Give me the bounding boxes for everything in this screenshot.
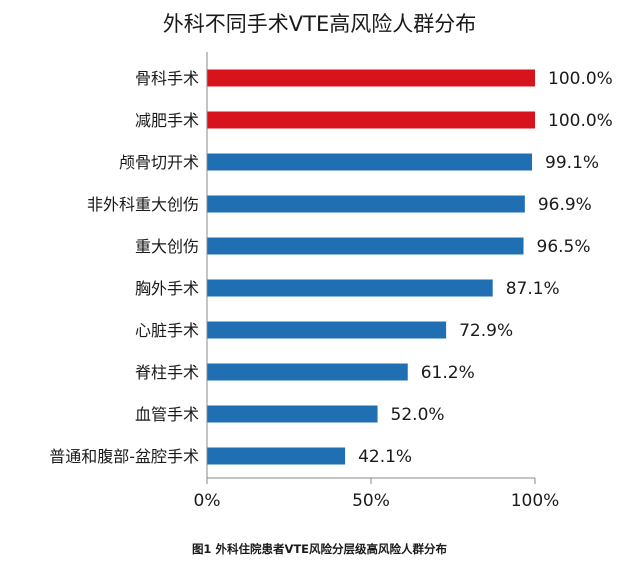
- bar: [207, 111, 535, 129]
- bar: [207, 195, 525, 213]
- category-label: 脊柱手术: [135, 363, 199, 382]
- bar: [207, 237, 524, 255]
- category-label: 减肥手术: [135, 111, 199, 130]
- category-label: 非外科重大创伤: [87, 195, 199, 214]
- x-tick-label: 50%: [352, 491, 390, 511]
- category-label: 血管手术: [135, 405, 199, 424]
- figure-caption: 图1 外科住院患者VTE风险分层级高风险人群分布: [191, 542, 448, 556]
- value-label: 100.0%: [548, 111, 613, 131]
- bar: [207, 321, 447, 339]
- x-tick-label: 100%: [511, 491, 560, 511]
- x-tick-label: 0%: [194, 491, 221, 511]
- bars-layer: [207, 69, 535, 465]
- bar: [207, 153, 533, 171]
- bar: [207, 363, 408, 381]
- bar: [207, 405, 378, 423]
- category-label: 颅骨切开术: [119, 153, 199, 172]
- value-label: 100.0%: [548, 69, 613, 89]
- category-label: 重大创伤: [135, 237, 199, 256]
- value-label: 87.1%: [506, 279, 560, 299]
- value-label: 42.1%: [358, 447, 412, 467]
- value-label: 99.1%: [545, 153, 599, 173]
- value-label: 72.9%: [459, 321, 513, 341]
- category-label: 普通和腹部-盆腔手术: [49, 447, 199, 466]
- bar: [207, 69, 535, 87]
- category-label: 胸外手术: [135, 279, 199, 298]
- bar: [207, 447, 346, 465]
- value-label: 61.2%: [421, 363, 475, 383]
- chart-title: 外科不同手术VTE高风险人群分布: [162, 12, 477, 36]
- category-label: 心脏手术: [135, 321, 199, 340]
- labels-layer: 骨科手术 100.0% 减肥手术 100.0% 颅骨切开术 99.1% 非外科重大创伤 96.…: [49, 69, 613, 467]
- bar: [207, 279, 493, 297]
- value-label: 96.5%: [537, 237, 591, 257]
- value-label: 52.0%: [391, 405, 445, 425]
- value-label: 96.9%: [538, 195, 592, 215]
- category-label: 骨科手术: [135, 69, 199, 88]
- axis-layer: 0% 50% 100%: [194, 52, 560, 511]
